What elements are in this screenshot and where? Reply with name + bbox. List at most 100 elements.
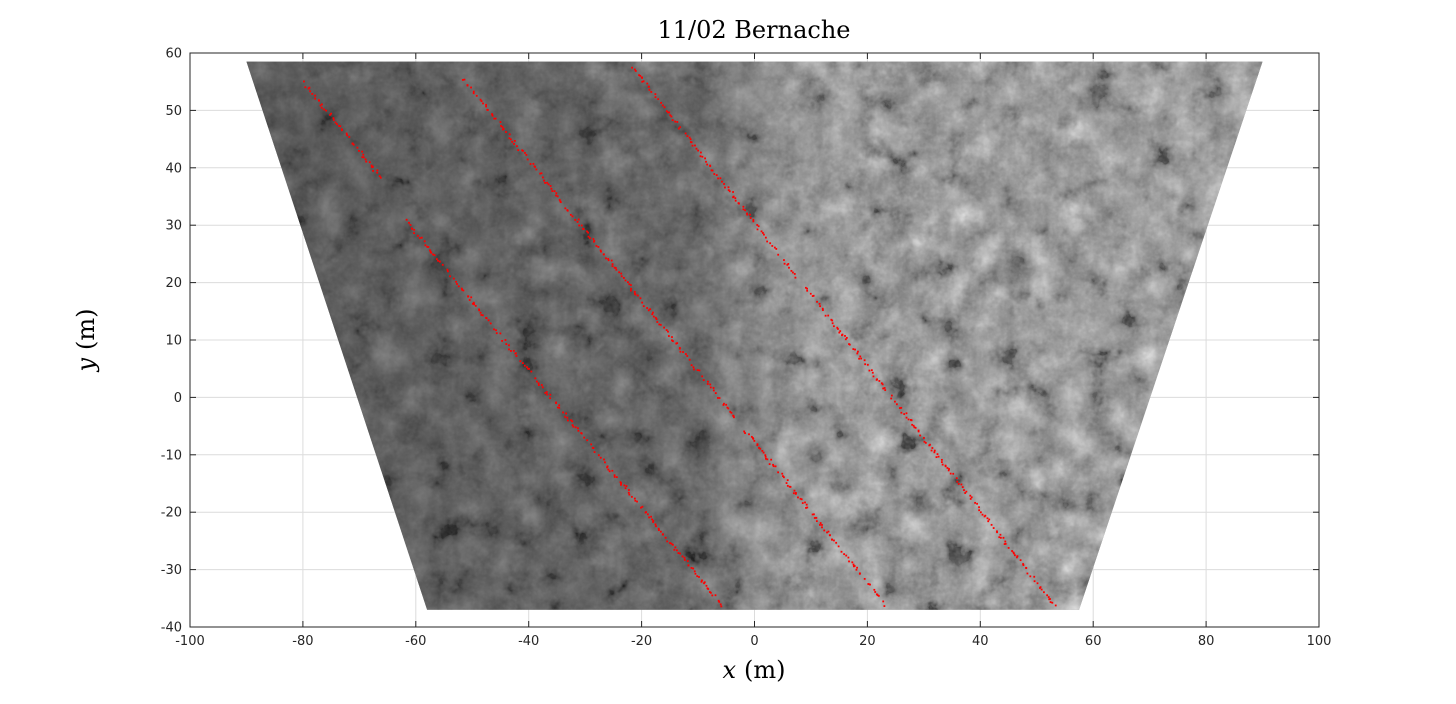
track-point bbox=[501, 126, 504, 128]
track-point bbox=[628, 489, 630, 491]
x-tick-label: 60 bbox=[1085, 634, 1102, 649]
track-point bbox=[983, 515, 986, 518]
track-point bbox=[805, 503, 808, 506]
track-point bbox=[806, 506, 809, 509]
track-point bbox=[541, 386, 544, 389]
track-point bbox=[1004, 540, 1007, 543]
track-point bbox=[732, 414, 735, 417]
track-point bbox=[376, 171, 379, 174]
track-point bbox=[604, 461, 606, 464]
track-point bbox=[650, 91, 653, 93]
track-point bbox=[941, 458, 943, 461]
track-point bbox=[499, 332, 502, 335]
track-point bbox=[641, 80, 644, 83]
track-point bbox=[900, 411, 903, 414]
track-point bbox=[1029, 575, 1032, 578]
track-point bbox=[1022, 564, 1025, 567]
track-point bbox=[970, 496, 973, 499]
track-point bbox=[666, 540, 669, 543]
track-point bbox=[732, 196, 734, 199]
track-point bbox=[674, 546, 677, 549]
track-point bbox=[566, 419, 569, 422]
track-point bbox=[577, 429, 580, 432]
track-point bbox=[535, 168, 538, 171]
track-point bbox=[859, 355, 862, 358]
track-point bbox=[734, 199, 737, 202]
track-point bbox=[797, 496, 799, 499]
track-point bbox=[365, 160, 368, 163]
track-point bbox=[870, 369, 873, 372]
track-point bbox=[679, 126, 682, 129]
track-point bbox=[660, 101, 663, 104]
track-point bbox=[656, 321, 659, 323]
track-point bbox=[633, 68, 636, 71]
track-point bbox=[667, 330, 669, 333]
track-point bbox=[990, 523, 993, 526]
track-point bbox=[627, 281, 629, 284]
track-point bbox=[600, 250, 602, 253]
track-point bbox=[992, 527, 995, 529]
track-point bbox=[622, 277, 625, 279]
track-point bbox=[649, 308, 652, 311]
track-point bbox=[659, 530, 662, 533]
track-point bbox=[439, 260, 441, 263]
track-point bbox=[633, 290, 636, 293]
track-point bbox=[787, 263, 790, 265]
track-point bbox=[340, 128, 343, 131]
track-point bbox=[715, 174, 718, 176]
track-point bbox=[639, 297, 642, 300]
track-point bbox=[988, 518, 991, 521]
track-point bbox=[593, 240, 595, 243]
track-point bbox=[1016, 556, 1018, 559]
track-point bbox=[620, 272, 623, 275]
track-point bbox=[311, 93, 314, 95]
track-point bbox=[1033, 580, 1036, 583]
track-point bbox=[719, 603, 722, 606]
track-point bbox=[710, 169, 713, 172]
track-point bbox=[345, 132, 348, 135]
track-point bbox=[761, 449, 764, 452]
track-point bbox=[730, 411, 733, 414]
track-point bbox=[816, 300, 818, 303]
track-point bbox=[852, 563, 855, 566]
track-point bbox=[671, 339, 673, 342]
track-point bbox=[709, 386, 712, 389]
track-point bbox=[821, 307, 824, 310]
track-point bbox=[851, 561, 854, 564]
track-point bbox=[725, 403, 728, 406]
track-point bbox=[329, 113, 331, 116]
track-point bbox=[628, 493, 631, 496]
track-point bbox=[446, 268, 449, 271]
track-point bbox=[823, 529, 826, 532]
track-point bbox=[913, 426, 916, 429]
track-point bbox=[597, 245, 600, 248]
track-point bbox=[657, 98, 660, 101]
track-point bbox=[1039, 587, 1041, 589]
track-point bbox=[595, 244, 598, 247]
track-point bbox=[703, 581, 706, 584]
track-point bbox=[821, 524, 823, 526]
track-point bbox=[664, 536, 667, 539]
track-point bbox=[876, 378, 878, 381]
track-point bbox=[852, 348, 855, 350]
track-point bbox=[772, 465, 775, 468]
track-point bbox=[811, 295, 814, 297]
track-point bbox=[308, 86, 311, 89]
track-point bbox=[463, 78, 466, 81]
track-point bbox=[729, 410, 732, 413]
chart-title: 11/02 Bernache bbox=[658, 16, 851, 44]
track-point bbox=[764, 454, 767, 457]
track-point bbox=[631, 495, 633, 498]
track-point bbox=[952, 472, 955, 475]
track-point bbox=[500, 124, 502, 127]
track-point bbox=[569, 213, 572, 216]
track-point bbox=[624, 487, 627, 490]
track-point bbox=[603, 458, 605, 461]
track-point bbox=[835, 541, 838, 544]
track-point bbox=[694, 144, 696, 147]
track-point bbox=[361, 150, 364, 153]
track-point bbox=[564, 415, 567, 418]
track-point bbox=[624, 279, 627, 282]
track-point bbox=[819, 522, 822, 524]
track-point bbox=[720, 605, 723, 608]
